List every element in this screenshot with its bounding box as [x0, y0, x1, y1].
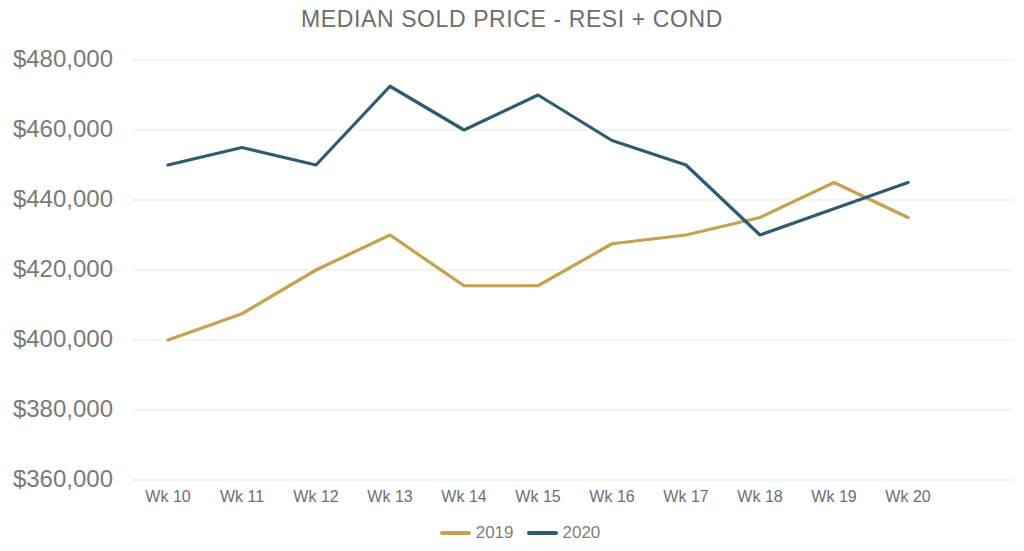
x-axis-tick-label: Wk 13	[367, 488, 412, 506]
legend-label: 2020	[563, 523, 601, 543]
x-axis-tick-label: Wk 18	[737, 488, 782, 506]
legend-swatch-2020	[527, 531, 558, 535]
chart-container: MEDIAN SOLD PRICE - RESI + COND $480,000…	[0, 0, 1024, 551]
x-axis-tick-label: Wk 16	[589, 488, 634, 506]
x-axis-tick-label: Wk 19	[811, 488, 856, 506]
legend-item-2019: 2019	[440, 523, 514, 543]
legend-label: 2019	[476, 523, 514, 543]
series-line-2019	[168, 183, 908, 341]
y-axis-tick-label: $380,000	[0, 395, 113, 423]
plot-area	[0, 0, 1024, 551]
x-axis-tick-label: Wk 15	[515, 488, 560, 506]
legend-swatch-2019	[440, 531, 471, 535]
series-line-2020	[168, 86, 908, 235]
y-axis-tick-label: $440,000	[0, 185, 113, 213]
x-axis-tick-label: Wk 17	[663, 488, 708, 506]
x-axis-tick-label: Wk 14	[441, 488, 486, 506]
x-axis-tick-label: Wk 10	[145, 488, 190, 506]
y-axis-tick-label: $480,000	[0, 45, 113, 73]
y-axis-tick-label: $400,000	[0, 325, 113, 353]
x-axis-tick-label: Wk 20	[885, 488, 930, 506]
y-axis-tick-label: $460,000	[0, 115, 113, 143]
x-axis-tick-label: Wk 12	[293, 488, 338, 506]
y-axis-tick-label: $420,000	[0, 255, 113, 283]
legend-item-2020: 2020	[527, 523, 601, 543]
y-axis-tick-label: $360,000	[0, 465, 113, 493]
x-axis-tick-label: Wk 11	[220, 488, 264, 506]
legend: 2019 2020	[0, 523, 1024, 543]
